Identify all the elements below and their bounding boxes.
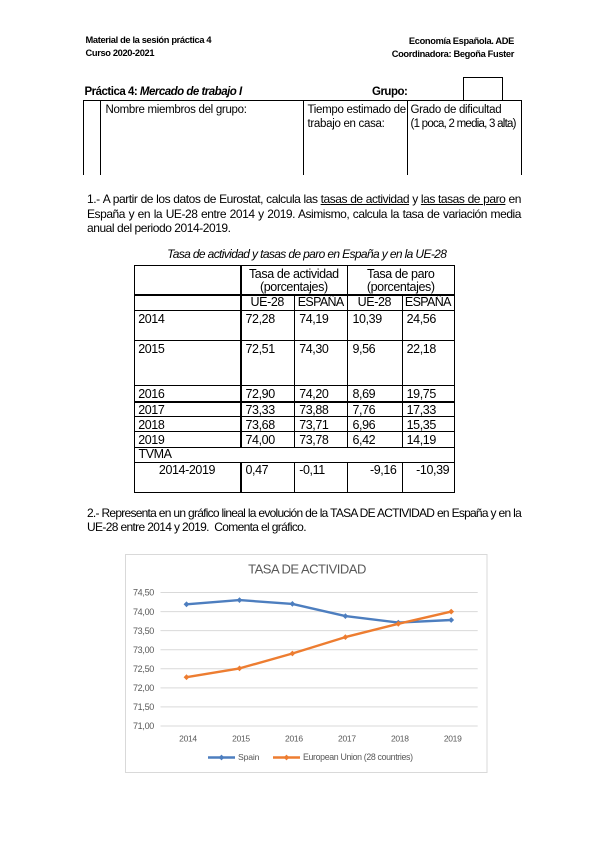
svg-text:72,50: 72,50 [133,664,154,674]
svg-text:71,50: 71,50 [133,702,154,712]
svg-text:European Union (28 countries): European Union (28 countries) [303,751,413,761]
svg-text:73,00: 73,00 [133,644,154,654]
svg-text:71,00: 71,00 [133,721,154,731]
svg-text:74,00: 74,00 [133,606,154,616]
svg-text:2015: 2015 [232,733,250,743]
svg-text:2018: 2018 [391,733,409,743]
svg-text:2017: 2017 [338,733,356,743]
svg-text:2019: 2019 [444,733,462,743]
svg-text:2016: 2016 [285,733,303,743]
svg-text:2014: 2014 [179,733,197,743]
svg-text:73,50: 73,50 [133,625,154,635]
svg-text:74,50: 74,50 [133,587,154,597]
svg-text:72,00: 72,00 [133,683,154,693]
svg-text:Spain: Spain [238,751,260,761]
svg-text:TASA DE ACTIVIDAD: TASA DE ACTIVIDAD [248,561,366,576]
